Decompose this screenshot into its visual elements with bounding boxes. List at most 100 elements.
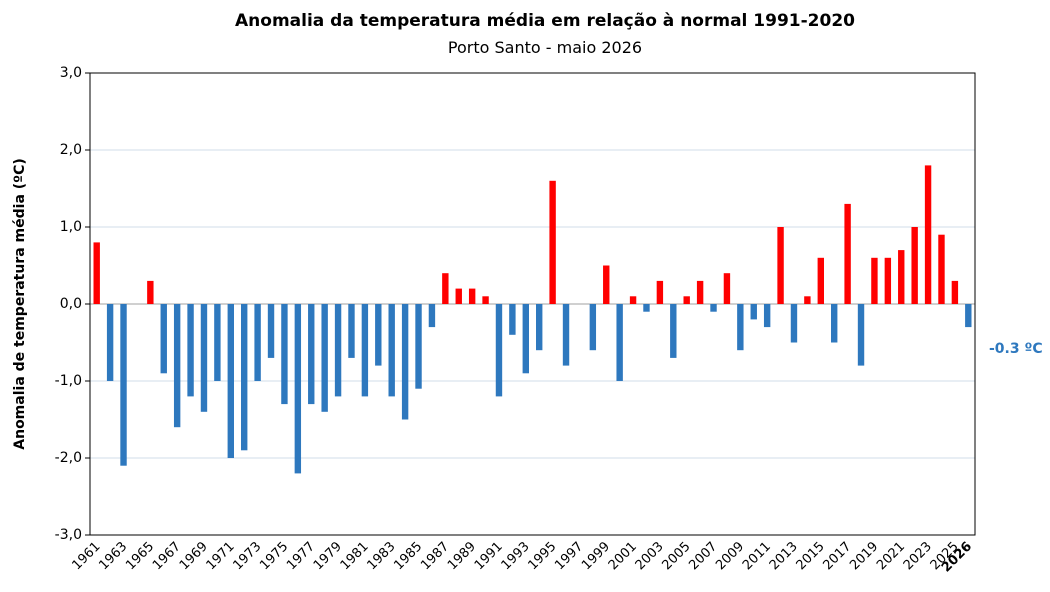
x-tick-label: 2011 (740, 539, 774, 573)
y-axis-label: Anomalia de temperatura média (ºC) (12, 158, 28, 449)
bar (924, 165, 932, 304)
x-tick-label: 1971 (204, 539, 238, 573)
bar (884, 257, 892, 304)
bar (241, 304, 248, 451)
bar (589, 304, 597, 351)
bar (536, 304, 543, 351)
bar (495, 304, 503, 397)
bar (334, 304, 342, 397)
bar (106, 304, 114, 381)
bar (428, 304, 436, 328)
bar (509, 304, 516, 335)
bar (187, 304, 194, 397)
x-tick-label: 1991 (472, 539, 506, 573)
bar (898, 250, 905, 304)
plot-border (89, 72, 976, 536)
bar (173, 304, 181, 428)
bar (468, 288, 476, 304)
bar (965, 304, 972, 328)
bar (281, 304, 288, 405)
bar (683, 296, 690, 304)
bar (361, 304, 369, 397)
y-tick-label: -2,0 (55, 450, 82, 466)
bar (710, 304, 717, 312)
bar (723, 273, 731, 304)
bar (522, 304, 529, 374)
x-tick-label: 2003 (633, 539, 667, 573)
x-tick-label: 2019 (847, 539, 881, 573)
bar (375, 304, 382, 366)
bar (482, 296, 489, 304)
x-tick-label: 1987 (418, 539, 452, 573)
chart-subtitle: Porto Santo - maio 2026 (448, 38, 642, 57)
bar (603, 265, 610, 304)
bar (911, 227, 918, 304)
x-tick-label: 1979 (311, 539, 345, 573)
bar (348, 304, 355, 358)
bar (737, 304, 744, 351)
x-tick-label: 1961 (70, 539, 104, 573)
bar (750, 304, 757, 320)
bar (804, 296, 811, 304)
x-tick-label: 1993 (499, 539, 533, 573)
bar (670, 304, 677, 358)
bar (442, 273, 449, 304)
bar (817, 257, 824, 304)
y-tick-label: 0,0 (60, 296, 82, 312)
chart-title: Anomalia da temperatura média em relação… (235, 11, 855, 31)
bar (214, 304, 221, 381)
bar (308, 304, 315, 405)
x-tick-label: 1973 (230, 539, 264, 573)
bar (938, 234, 945, 304)
x-tick-label: 2001 (606, 539, 640, 573)
bar (401, 304, 409, 420)
x-tick-label: 1965 (123, 539, 157, 573)
bar (857, 304, 865, 366)
bar (254, 304, 261, 381)
x-tick-label: 1997 (552, 539, 586, 573)
bar (267, 304, 275, 358)
x-tick-label: 1981 (338, 539, 372, 573)
x-tick-label: 1967 (150, 539, 184, 573)
x-tick-label: 1995 (525, 539, 559, 573)
y-tick-label: 3,0 (60, 65, 82, 81)
y-tick-label: 2,0 (60, 142, 82, 158)
bar (643, 304, 650, 312)
y-tick-label: -1,0 (55, 373, 82, 389)
x-tick-label: 1975 (257, 539, 291, 573)
x-tick-label: 1989 (445, 539, 479, 573)
bar (951, 280, 959, 304)
x-tick-label: 1999 (579, 539, 613, 573)
bar (388, 304, 395, 397)
bar (763, 304, 771, 328)
bar (831, 304, 838, 343)
bar (696, 280, 704, 304)
x-tick-label: 1969 (177, 539, 211, 573)
bar (790, 304, 798, 343)
x-tick-label: 1977 (284, 539, 318, 573)
x-tick-label: 2015 (794, 539, 828, 573)
bar (294, 304, 302, 474)
x-tick-label: 2009 (713, 539, 747, 573)
bar (871, 257, 878, 304)
bar (147, 280, 154, 304)
bar (160, 304, 167, 374)
x-tick-label: 2005 (660, 539, 694, 573)
bar (120, 304, 127, 466)
x-tick-label: 2017 (820, 539, 854, 573)
bar (844, 203, 851, 304)
x-tick-label: 2023 (901, 539, 935, 573)
x-tick-label: 2021 (874, 539, 908, 573)
bar (227, 304, 234, 458)
x-tick-label: 2007 (686, 539, 720, 573)
bar (200, 304, 208, 412)
bar (549, 180, 556, 304)
bar (455, 288, 462, 304)
bar (321, 304, 328, 412)
x-tick-label: 2013 (767, 539, 801, 573)
x-tick-label: 1983 (365, 539, 399, 573)
y-tick-label: -3,0 (55, 527, 82, 543)
bar (656, 280, 664, 304)
bar (777, 227, 784, 304)
